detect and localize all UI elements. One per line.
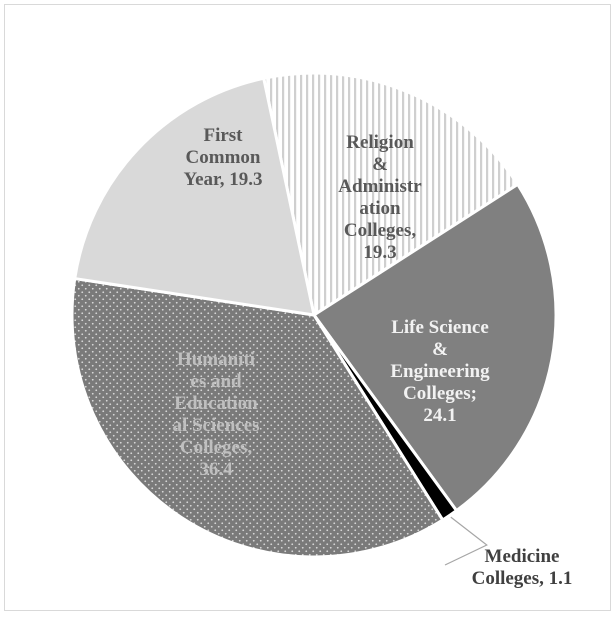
slice-label-line: Education <box>174 393 258 414</box>
slice-label-2: Life Science & Engineering Colleges; 24.1 <box>390 317 490 426</box>
slice-label-line: Religion <box>346 132 414 153</box>
slice-label-5: First Common Year, 19.3 <box>184 125 263 190</box>
slice-label-line: al Sciences <box>172 415 259 436</box>
slice-label-line: Humaniti <box>177 349 255 370</box>
slice-label-4: Humaniti es and Education al Sciences Colleg… <box>172 349 259 480</box>
slice-label-3: Medicine Colleges, 1.1 <box>472 546 573 589</box>
slice-label-line: & <box>372 154 388 175</box>
slice-label-line: 24.1 <box>423 405 456 426</box>
slice-label-line: es and <box>190 371 242 392</box>
slice-label-line: Colleges, <box>180 437 253 458</box>
pie-slice-4 <box>70 277 445 559</box>
slice-label-line: & <box>432 339 448 360</box>
slice-label-1: Religion & Administr ation Colleges, 19.3 <box>338 132 422 263</box>
slice-label-line: Colleges, <box>344 220 417 241</box>
slice-label-line: Engineering <box>390 361 490 382</box>
pie-slice-5 <box>73 76 316 317</box>
slice-label-line: Medicine <box>485 546 560 567</box>
slice-label-line: ation <box>359 198 401 219</box>
leader-line <box>444 516 488 566</box>
slice-label-line: Administr <box>338 176 422 197</box>
slice-label-line: Colleges; <box>403 383 477 404</box>
slice-label-line: Colleges, 1.1 <box>472 568 573 589</box>
pie-slice-1 <box>262 71 520 317</box>
slice-label-line: 36.4 <box>199 459 233 480</box>
slice-label-line: Year, 19.3 <box>184 169 263 190</box>
pie-slice-2 <box>312 182 558 513</box>
slice-label-line: 19.3 <box>363 242 396 263</box>
slice-label-line: Life Science <box>391 317 489 338</box>
slice-label-line: Common <box>186 147 261 168</box>
slice-label-line: First <box>203 125 243 146</box>
